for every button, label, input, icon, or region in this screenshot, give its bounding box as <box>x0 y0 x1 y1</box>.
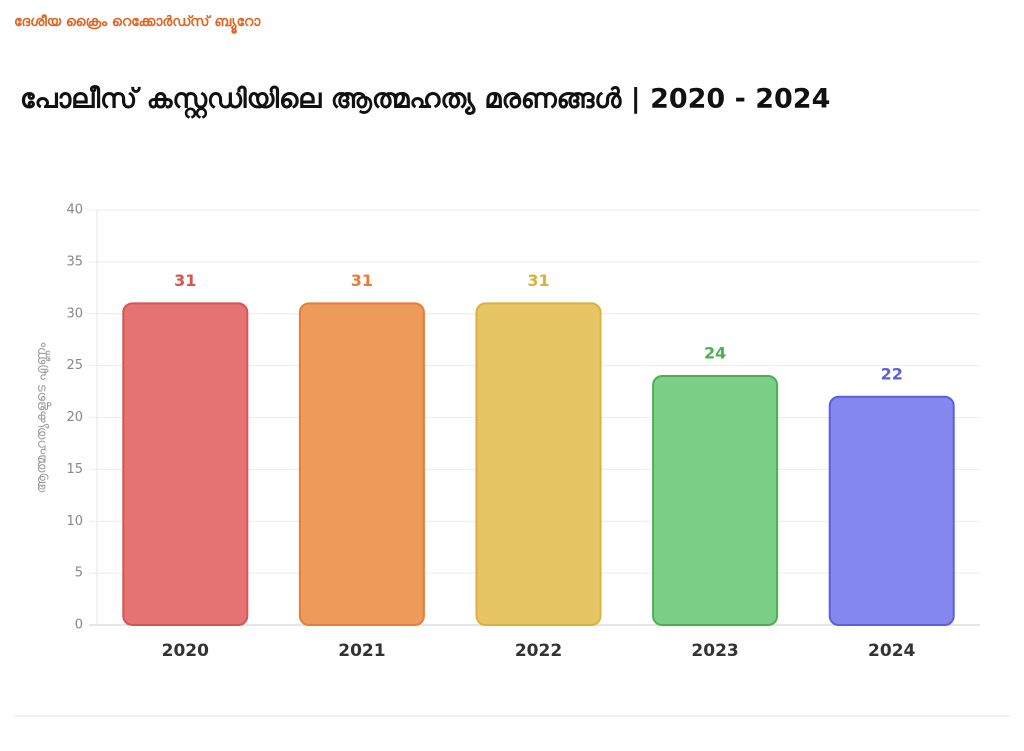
bar <box>122 302 249 626</box>
value-label: 31 <box>527 271 549 290</box>
source: ദേശീയ ക്രൈം റെക്കോർഡ്സ് ബ്യൂറോ <box>14 14 261 34</box>
y-tick-label: 15 <box>66 462 83 477</box>
chart-title: പോലീസ് കസ്റ്റഡിയിലെ ആത്മഹത്യ മരണങ്ങൾ | 2… <box>20 84 830 121</box>
bar <box>652 375 779 626</box>
y-tick-label: 40 <box>66 203 83 218</box>
x-tick-label: 2024 <box>868 641 915 661</box>
y-tick-label: 10 <box>66 514 83 529</box>
value-label: 24 <box>704 344 726 363</box>
bar <box>475 302 602 626</box>
value-label: 31 <box>174 271 196 290</box>
value-label: 22 <box>881 364 903 383</box>
y-tick-label: 0 <box>75 618 83 633</box>
y-tick-label: 30 <box>66 306 83 321</box>
x-tick-label: 2021 <box>338 641 385 661</box>
y-tick-label: 5 <box>75 566 83 581</box>
value-label: 31 <box>351 271 373 290</box>
y-axis-label: ആത്മഹത്യകളുടെ എണ്ണം <box>35 342 52 493</box>
y-tick-label: 35 <box>66 254 83 269</box>
bar <box>298 302 425 626</box>
x-tick-label: 2023 <box>691 641 738 661</box>
bar <box>828 395 955 626</box>
x-tick-label: 2022 <box>515 641 562 661</box>
y-tick-label: 20 <box>66 410 83 425</box>
y-tick-label: 25 <box>66 358 83 373</box>
x-tick-label: 2020 <box>162 641 209 661</box>
